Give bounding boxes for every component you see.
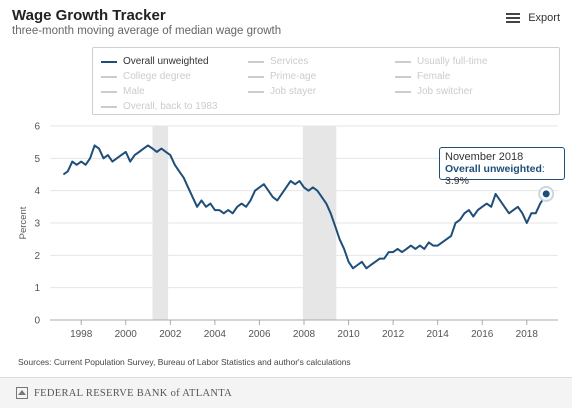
- menu-icon: [506, 11, 521, 25]
- legend-label: Job stayer: [270, 86, 317, 97]
- legend-label: Prime-age: [270, 71, 317, 82]
- tooltip-date: November 2018: [445, 151, 524, 163]
- legend-swatch: [395, 60, 411, 63]
- y-axis-title: Percent: [18, 206, 29, 239]
- legend-swatch: [101, 60, 117, 63]
- legend-item-prime-age[interactable]: Prime-age: [248, 71, 316, 82]
- y-tick-label: 0: [34, 316, 40, 327]
- legend-item-usually-full-time[interactable]: Usually full-time: [395, 56, 488, 67]
- chart-subtitle: three-month moving average of median wag…: [12, 25, 282, 37]
- legend-item-male[interactable]: Male: [101, 86, 145, 97]
- y-tick-label: 5: [34, 154, 40, 165]
- legend-item-job-stayer[interactable]: Job stayer: [248, 86, 316, 97]
- legend-label: Overall, back to 1983: [123, 101, 218, 112]
- legend-swatch: [101, 90, 117, 93]
- legend-swatch: [395, 90, 411, 93]
- chart-title: Wage Growth Tracker: [12, 7, 166, 24]
- legend-swatch: [248, 60, 264, 63]
- legend-item-college-degree[interactable]: College degree: [101, 71, 191, 82]
- legend-item-job-switcher[interactable]: Job switcher: [395, 86, 473, 97]
- series-line-0: [62, 144, 548, 270]
- legend-label: Overall unweighted: [123, 56, 209, 67]
- tooltip-series: Overall unweighted: [445, 163, 542, 175]
- axes: 0 1 2 3 4 5 6 1998 2000 2002 2004 2006 2008 2010 2012 2…: [34, 122, 558, 340]
- y-tick-label: 3: [34, 219, 40, 230]
- highlight-point: [541, 189, 551, 199]
- x-tick-label: 2012: [382, 329, 405, 340]
- fed-eagle-icon: [16, 387, 28, 399]
- x-tick-label: 2000: [115, 329, 138, 340]
- legend-swatch: [101, 75, 117, 78]
- y-tick-label: 1: [34, 283, 40, 294]
- sources-note: Sources: Current Population Survey, Bure…: [18, 357, 351, 367]
- legend-item-overall-back-to-1983[interactable]: Overall, back to 1983: [101, 101, 218, 112]
- tooltip-value: 3.9%: [445, 175, 469, 187]
- data-tooltip: November 2018 Overall unweighted: 3.9%: [439, 147, 565, 187]
- legend-swatch: [395, 75, 411, 78]
- logo-text: FEDERAL RESERVE BANK of ATLANTA: [34, 387, 232, 399]
- tooltip-colon: :: [541, 163, 545, 175]
- legend-label: Female: [417, 71, 451, 82]
- y-tick-label: 2: [34, 251, 40, 262]
- legend-label: Male: [123, 86, 145, 97]
- x-tick-label: 2008: [293, 329, 316, 340]
- footer-bar: [0, 378, 572, 408]
- x-tick-label: 2014: [427, 329, 450, 340]
- x-tick-label: 2006: [248, 329, 271, 340]
- export-label: Export: [528, 12, 560, 24]
- legend-item-female[interactable]: Female: [395, 71, 450, 82]
- x-tick-label: 2004: [204, 329, 227, 340]
- footer-divider: [0, 377, 572, 378]
- series: [62, 144, 555, 270]
- export-button[interactable]: Export: [506, 11, 560, 25]
- legend-swatch: [248, 90, 264, 93]
- legend-label: Usually full-time: [417, 56, 488, 67]
- x-tick-label: 2002: [159, 329, 182, 340]
- y-tick-label: 4: [34, 186, 40, 197]
- x-tick-label: 1998: [70, 329, 93, 340]
- y-tick-label: 6: [34, 122, 40, 133]
- legend-item-services[interactable]: Services: [248, 56, 308, 67]
- legend-swatch: [101, 105, 117, 108]
- legend: Overall unweighted Services Usually full…: [92, 47, 560, 115]
- legend-label: College degree: [123, 71, 191, 82]
- legend-swatch: [248, 75, 264, 78]
- x-tick-label: 2010: [337, 329, 360, 340]
- x-tick-label: 2016: [471, 329, 494, 340]
- legend-label: Job switcher: [417, 86, 473, 97]
- x-tick-label: 2018: [516, 329, 539, 340]
- legend-item-overall-unweighted[interactable]: Overall unweighted: [101, 56, 209, 67]
- fed-atlanta-logo: FEDERAL RESERVE BANK of ATLANTA: [16, 387, 232, 399]
- legend-label: Services: [270, 56, 309, 67]
